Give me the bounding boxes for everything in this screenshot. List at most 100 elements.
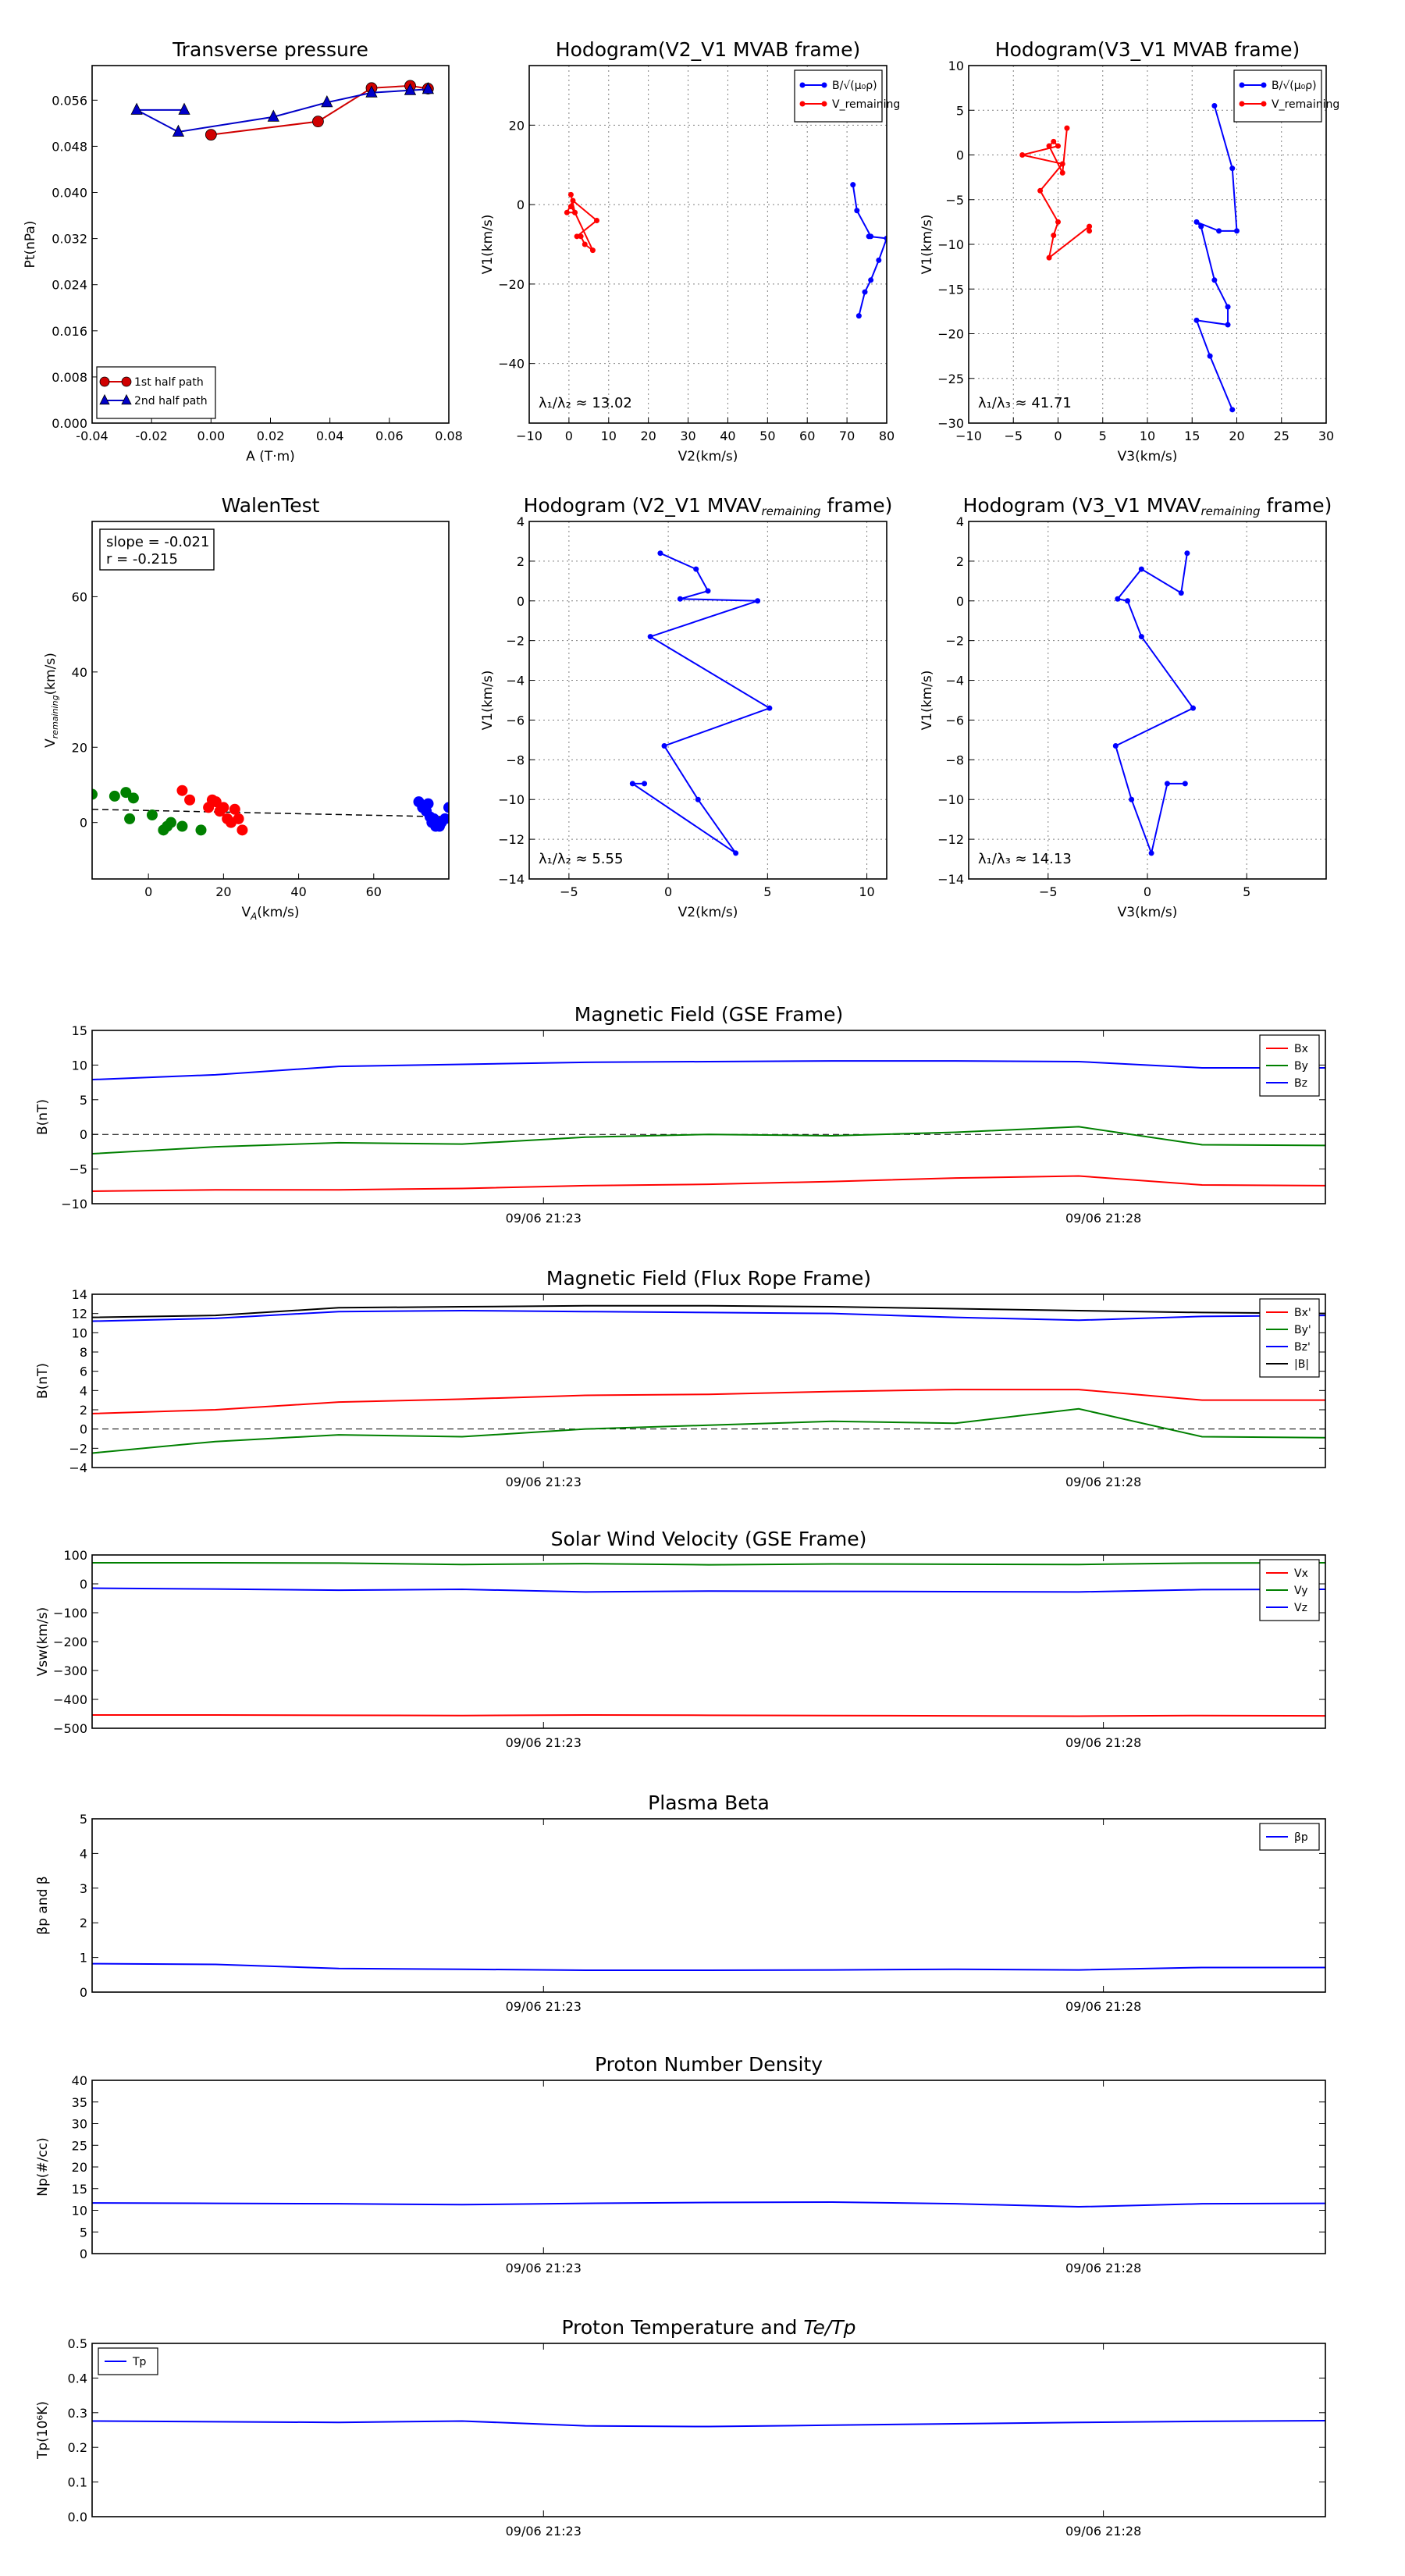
data-point bbox=[108, 790, 120, 802]
legend-label: Vx bbox=[1294, 1567, 1308, 1580]
x-tick-label: 09/06 21:28 bbox=[1065, 1211, 1141, 1226]
data-point bbox=[176, 785, 188, 796]
y-tick-label: −12 bbox=[937, 832, 964, 847]
data-point bbox=[642, 781, 648, 787]
data-point bbox=[589, 247, 596, 254]
data-point bbox=[661, 743, 667, 749]
legend-marker bbox=[99, 393, 110, 405]
x-tick-label: 5 bbox=[763, 884, 771, 899]
series-line bbox=[565, 194, 599, 251]
data-point bbox=[321, 94, 333, 108]
data-point bbox=[124, 813, 136, 824]
chart-ts5: 40 35 30 25 20 15 10 5 0 09/06 21:23 09/06 21:28 Pr… bbox=[35, 2053, 1326, 2275]
label-part: V bbox=[43, 738, 59, 748]
x-tick-label: 0 bbox=[1054, 429, 1062, 443]
data-point bbox=[1178, 590, 1184, 596]
y-tick-label: 4 bbox=[517, 514, 525, 529]
data-point bbox=[1229, 165, 1236, 172]
data-point bbox=[1190, 705, 1197, 711]
legend: βp bbox=[1259, 1823, 1320, 1851]
data-point bbox=[404, 83, 417, 95]
plot-area bbox=[130, 80, 434, 141]
y-tick-label: 20 bbox=[509, 118, 525, 133]
y-tick-label: 0 bbox=[956, 594, 964, 609]
label-part: (km/s) bbox=[43, 653, 59, 695]
x-tick-label: 30 bbox=[680, 429, 695, 443]
y-tick-label: −14 bbox=[498, 872, 525, 887]
x-tick-label: 20 bbox=[640, 429, 656, 443]
plot-frame bbox=[91, 65, 450, 424]
annotation-box bbox=[99, 528, 215, 571]
legend: Bx By Bz bbox=[1259, 1034, 1320, 1097]
y-tick-label: 0 bbox=[517, 197, 525, 212]
data-point bbox=[1234, 228, 1240, 234]
data-point bbox=[567, 204, 574, 210]
y-tick-label: 10 bbox=[72, 1058, 87, 1073]
y-tick-label: 0.056 bbox=[52, 93, 87, 108]
data-point bbox=[1211, 277, 1218, 283]
data-point bbox=[1207, 353, 1213, 359]
x-tick-label: 09/06 21:28 bbox=[1065, 1475, 1141, 1489]
chart-h2: −10 −5 0 5 10 15 20 25 30 10 5 0 −5 −10 −15 −20 −25 −30 Ho… bbox=[919, 38, 1339, 464]
title-part: frame) bbox=[821, 494, 893, 517]
y-tick-label: −8 bbox=[506, 753, 525, 767]
data-point bbox=[1193, 219, 1200, 225]
plot-area bbox=[1019, 103, 1240, 413]
y-tick-label: 10 bbox=[72, 1325, 87, 1340]
data-point bbox=[146, 809, 158, 821]
data-point bbox=[422, 798, 434, 809]
chart-title: Hodogram (V2_V1 MVAVremaining frame) bbox=[524, 494, 893, 518]
data-point bbox=[582, 241, 588, 247]
x-tick-label: 09/06 21:23 bbox=[506, 2261, 582, 2275]
y-tick-label: 0 bbox=[80, 1422, 87, 1437]
eigenvalue-ratio: λ₁/λ₂ ≈ 13.02 bbox=[539, 395, 632, 411]
data-point bbox=[1138, 566, 1144, 572]
x-tick-label: -0.02 bbox=[135, 429, 167, 443]
data-point bbox=[695, 796, 701, 802]
y-tick-label: 0.1 bbox=[68, 2475, 87, 2490]
data-point bbox=[866, 233, 872, 240]
y-tick-label: 0 bbox=[80, 816, 87, 831]
y-tick-label: 0.008 bbox=[52, 370, 87, 385]
x-tick-label: 0 bbox=[1144, 884, 1151, 899]
x-tick-label: 70 bbox=[839, 429, 855, 443]
series-line bbox=[92, 2201, 1325, 2208]
series-line bbox=[136, 88, 429, 133]
y-axis-label: B(nT) bbox=[35, 1099, 51, 1135]
x-tick-label: 0.04 bbox=[316, 429, 344, 443]
data-point bbox=[1112, 743, 1119, 749]
data-point bbox=[1059, 161, 1065, 167]
plot-area bbox=[92, 2201, 1325, 2208]
x-tick-label: 09/06 21:28 bbox=[1065, 1735, 1141, 1750]
data-point bbox=[657, 550, 663, 557]
y-tick-label: 10 bbox=[948, 59, 964, 73]
title-part: Te/Tp bbox=[803, 2316, 855, 2339]
data-point bbox=[1184, 550, 1190, 557]
legend-label: V_remaining bbox=[832, 98, 900, 111]
x-tick-label: 0 bbox=[144, 884, 152, 899]
legend-marker bbox=[799, 82, 806, 88]
data-point bbox=[1138, 634, 1144, 640]
y-tick-label: −15 bbox=[937, 282, 964, 297]
x-axis-label: A (T·m) bbox=[246, 449, 295, 464]
chart-ts6: 0.5 0.4 0.3 0.2 0.1 0.0 09/06 21:23 09/06 21:28… bbox=[35, 2316, 1326, 2539]
y-tick-label: 0.3 bbox=[68, 2406, 87, 2421]
data-point bbox=[574, 233, 580, 240]
legend-marker bbox=[1239, 101, 1245, 107]
series-line bbox=[92, 1060, 1325, 1081]
legend-marker bbox=[99, 376, 110, 387]
chart-title: Proton Number Density bbox=[595, 2053, 823, 2076]
data-point bbox=[693, 566, 699, 572]
data-point bbox=[229, 803, 240, 815]
y-tick-label: 40 bbox=[72, 665, 87, 680]
y-axis-label: Vsw(km/s) bbox=[35, 1607, 51, 1677]
y-tick-label: 5 bbox=[80, 2225, 87, 2240]
y-tick-label: 0 bbox=[80, 1127, 87, 1142]
data-point bbox=[755, 598, 761, 604]
y-tick-label: 4 bbox=[956, 514, 964, 529]
legend-marker bbox=[821, 82, 827, 88]
data-point bbox=[1046, 143, 1052, 149]
chart-title: Magnetic Field (Flux Rope Frame) bbox=[546, 1267, 871, 1290]
series-line bbox=[92, 1175, 1325, 1193]
data-point bbox=[855, 313, 862, 319]
